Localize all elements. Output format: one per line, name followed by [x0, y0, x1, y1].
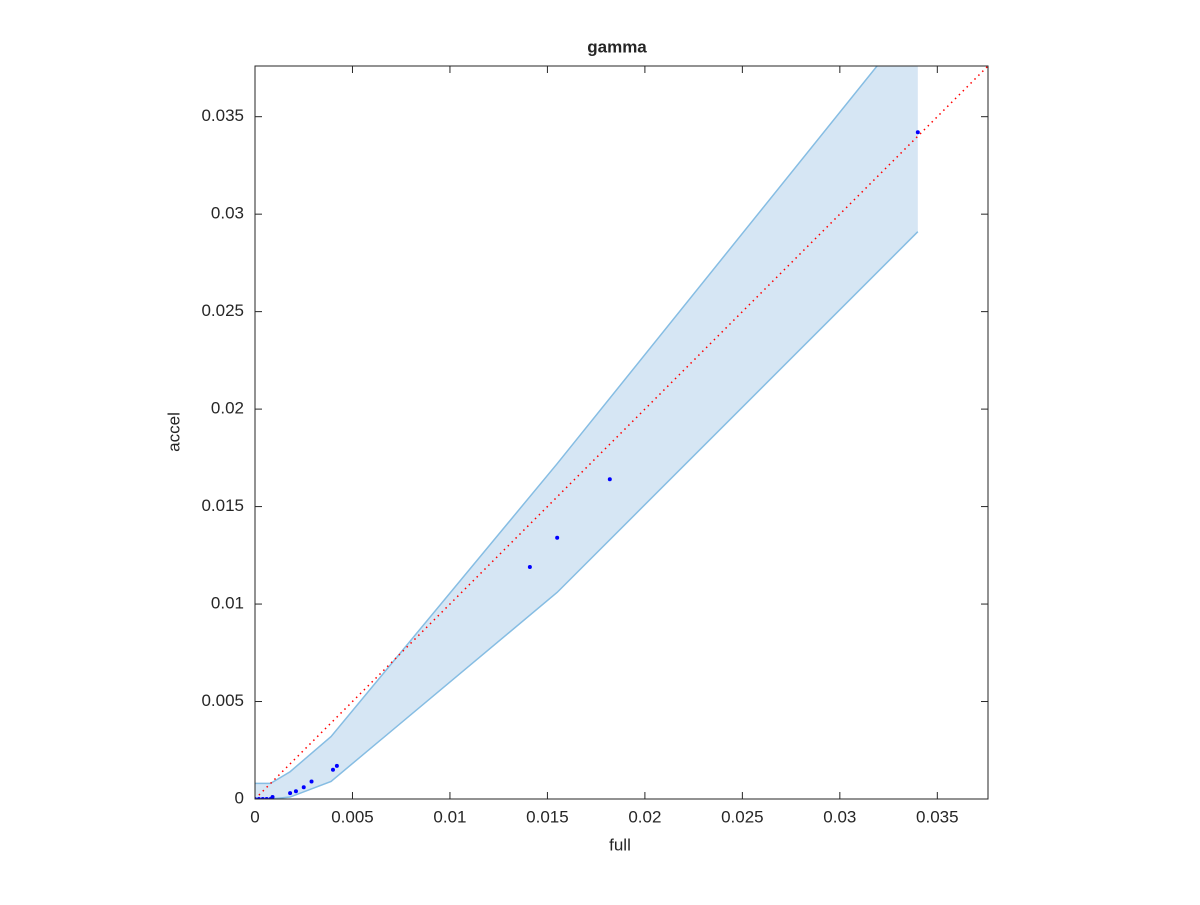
x-axis-label: full	[609, 835, 631, 854]
data-point	[334, 763, 339, 768]
data-point	[915, 130, 920, 135]
x-tick-label: 0.03	[823, 807, 856, 826]
y-tick-label: 0.005	[201, 691, 244, 710]
chart-title: gamma	[587, 37, 647, 56]
axes-box	[254, 65, 989, 800]
x-tick-label: 0.035	[916, 807, 959, 826]
x-tick-label: 0	[250, 807, 259, 826]
data-point	[288, 791, 293, 796]
data-point	[301, 785, 306, 790]
x-tick-label: 0.005	[331, 807, 374, 826]
data-point	[270, 795, 275, 799]
data-point	[330, 767, 335, 772]
x-tick-label: 0.02	[628, 807, 661, 826]
data-point	[555, 535, 560, 540]
data-point	[293, 789, 298, 794]
y-tick-label: 0.01	[211, 594, 244, 613]
data-point	[527, 565, 532, 570]
y-tick-label: 0.015	[201, 496, 244, 515]
x-tick-label: 0.015	[526, 807, 569, 826]
band-upper-line	[255, 66, 879, 785]
reference-line	[255, 66, 988, 799]
x-tick-label: 0.01	[433, 807, 466, 826]
x-tick-label: 0.025	[721, 807, 764, 826]
y-tick-label: 0.035	[201, 106, 244, 125]
band-lower-line	[255, 231, 919, 799]
data-point	[309, 779, 314, 784]
y-tick-label: 0.025	[201, 301, 244, 320]
plot-area	[255, 66, 988, 799]
confidence-band	[255, 66, 918, 799]
y-axis-label: accel	[164, 412, 183, 452]
y-tick-label: 0.02	[211, 399, 244, 418]
data-point	[607, 477, 612, 482]
y-tick-label: 0.03	[211, 204, 244, 223]
y-tick-label: 0	[235, 788, 244, 807]
